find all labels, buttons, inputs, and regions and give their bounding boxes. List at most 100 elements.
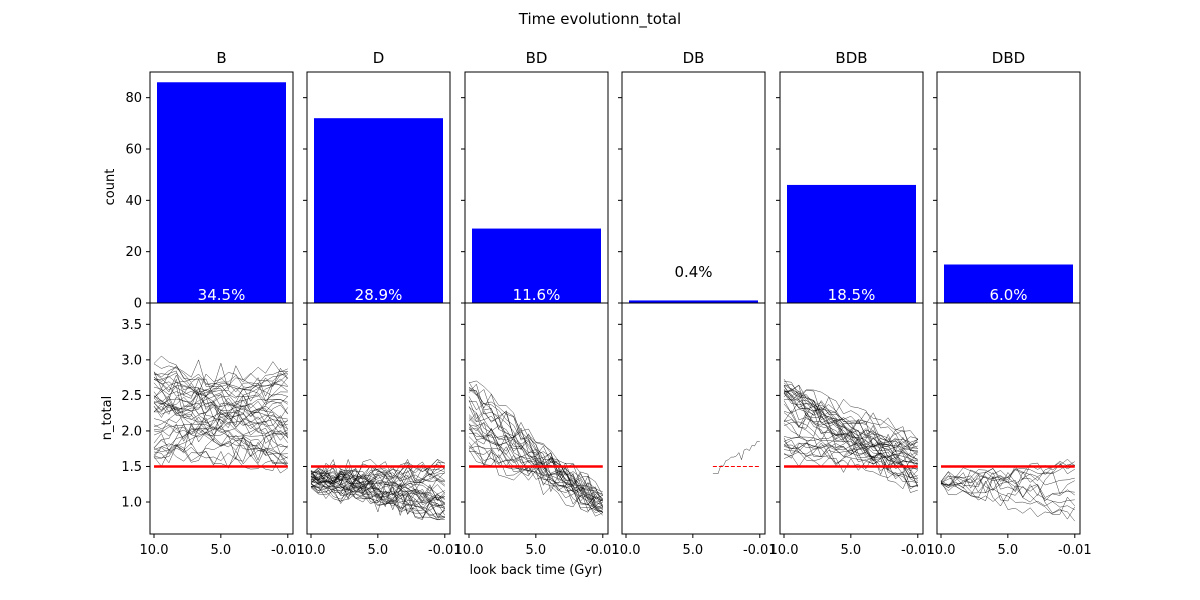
track-line	[783, 436, 918, 465]
track-line	[940, 464, 1075, 488]
track-line	[153, 377, 288, 449]
track-line	[468, 432, 603, 514]
line-ytick-label: 2.5	[121, 389, 142, 404]
track-line	[310, 486, 445, 511]
track-line	[153, 424, 288, 461]
bar-b	[157, 82, 286, 304]
subplot-title-dbd: DBD	[992, 49, 1025, 67]
track-line	[153, 404, 288, 452]
track-line	[153, 359, 288, 391]
xtick-label: -0.01	[428, 543, 462, 558]
line-y-axis-label: n_total	[100, 396, 115, 440]
xtick-label: 5.0	[210, 543, 231, 558]
bar-percent-label-b: 34.5%	[198, 286, 246, 304]
line-ytick-label: 2.0	[121, 424, 142, 439]
track-line	[153, 388, 288, 441]
track-line	[153, 370, 289, 436]
track-line	[153, 385, 288, 444]
track-line	[153, 355, 288, 414]
track-line	[153, 367, 288, 436]
track-line	[310, 475, 445, 499]
xtick-label: 10.0	[455, 543, 484, 558]
figure-title: Time evolutionn_total	[518, 10, 681, 29]
xtick-label: -0.01	[901, 543, 935, 558]
panel-bd: 11.6% BD 10.0 5.0 -0.01	[455, 49, 620, 558]
bar-percent-label-bd: 11.6%	[513, 286, 561, 304]
track-line	[783, 384, 918, 464]
track-line	[310, 463, 445, 504]
track-line	[940, 463, 1075, 484]
track-line	[153, 365, 288, 397]
track-line	[783, 440, 918, 450]
line-axes-frame-dbd	[936, 302, 1081, 535]
xtick-label: -0.01	[743, 543, 777, 558]
bar-ytick-label: 0	[134, 297, 142, 312]
track-line	[153, 405, 288, 468]
track-line	[783, 382, 918, 460]
track-line	[783, 421, 918, 456]
xtick-label: 10.0	[927, 543, 956, 558]
xtick-label: -0.01	[586, 543, 620, 558]
bar-percent-label-dbd: 6.0%	[989, 286, 1027, 304]
xtick-label: 5.0	[525, 543, 546, 558]
track-line	[310, 472, 445, 520]
tracks-dbd	[940, 459, 1075, 522]
track-line	[468, 426, 603, 497]
track-line	[310, 479, 445, 510]
bar-ytick-label: 40	[125, 194, 142, 209]
track-line	[310, 470, 445, 521]
bar-bd	[472, 228, 601, 303]
bar-dbd	[944, 264, 1073, 303]
track-line	[783, 393, 918, 449]
line-ytick-label: 3.5	[121, 318, 142, 333]
subplot-title-b: B	[216, 49, 226, 67]
track-line	[468, 387, 603, 495]
track-line	[468, 428, 603, 513]
bar-percent-label-d: 28.9%	[355, 286, 403, 304]
track-line	[153, 370, 288, 415]
xtick-label: -0.01	[271, 543, 305, 558]
bar-ytick-label: 80	[125, 91, 142, 106]
track-line	[153, 372, 288, 388]
xtick-label: 5.0	[367, 543, 388, 558]
subplot-title-d: D	[373, 49, 385, 67]
track-line	[940, 480, 1075, 515]
track-line	[153, 423, 288, 436]
track-line	[153, 443, 288, 474]
subplot-grid: 34.5% B 0 20 40 60 80 1.0 1.5 2.0 2.5 3.0 3.5 10.0 5.0…	[121, 49, 1091, 558]
track-line	[153, 395, 288, 414]
track-line	[153, 376, 288, 426]
xtick-label: 10.0	[770, 543, 799, 558]
track-line	[153, 432, 288, 459]
track-line	[310, 464, 445, 481]
line-ytick-label: 1.0	[121, 496, 142, 511]
tracks-b	[153, 355, 289, 474]
track-line	[468, 396, 603, 502]
bar-db	[629, 300, 758, 303]
track-line	[310, 469, 445, 492]
track-line	[783, 403, 918, 488]
track-line	[310, 474, 445, 502]
track-line	[153, 374, 288, 430]
track-line	[783, 410, 918, 452]
subplot-title-db: DB	[683, 49, 705, 67]
track-line	[310, 475, 445, 519]
track-line	[783, 418, 918, 453]
track-line	[153, 402, 288, 459]
tracks-bdb	[783, 378, 919, 493]
track-line	[468, 451, 603, 499]
x-axis-label: look back time (Gyr)	[470, 563, 603, 578]
track-line	[153, 400, 288, 449]
track-line	[310, 474, 445, 507]
track-line	[310, 471, 445, 505]
track-line	[153, 407, 288, 448]
track-line	[783, 390, 918, 482]
track-line	[783, 414, 918, 472]
panel-bdb: 18.5% BDB 10.0 5.0 -0.01	[770, 49, 935, 558]
track-line	[153, 371, 288, 428]
xtick-label: 5.0	[682, 543, 703, 558]
tracks-d	[310, 458, 445, 521]
line-axes-frame-b	[149, 302, 294, 535]
panel-b: 34.5% B 0 20 40 60 80 1.0 1.5 2.0 2.5 3.0 3.5 10.0 5.0…	[121, 49, 304, 558]
